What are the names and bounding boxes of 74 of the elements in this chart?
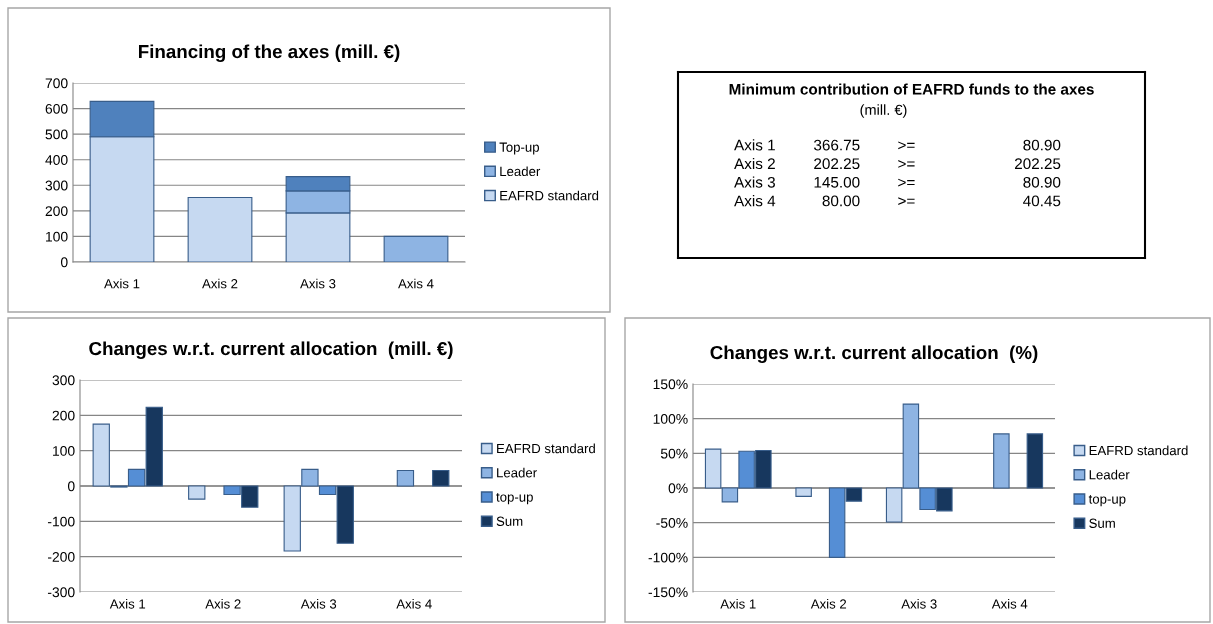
y-tick-label: 50%	[660, 448, 688, 459]
bar	[432, 469, 450, 487]
legend-label: EAFRD standard	[1089, 445, 1188, 456]
text: Axis 3	[734, 176, 775, 188]
x-tick-label: Axis 2	[810, 598, 847, 609]
y-tick-label: -100%	[648, 552, 688, 563]
chart-title: Financing of the axes (mill. €)	[138, 44, 400, 62]
legend-label: EAFRD standard	[500, 190, 599, 201]
y-tick-label: 200	[45, 206, 68, 217]
legend-label: Sum	[1089, 518, 1115, 528]
legend-label: Leader	[497, 467, 537, 478]
text: 80.90	[1023, 139, 1061, 151]
x-tick-label: Axis 4	[396, 598, 432, 609]
text: >=	[898, 141, 915, 150]
y-tick-label: 0	[67, 481, 75, 492]
y-tick-label: 400	[45, 155, 68, 165]
x-tick-label: Axis 3	[901, 598, 937, 609]
y-tick-label: -150%	[648, 587, 688, 598]
x-tick-label: Axis 1	[720, 598, 756, 609]
legend-label: top-up	[496, 493, 533, 505]
legend-label: Leader	[500, 166, 541, 177]
text: 40.45	[1023, 195, 1061, 207]
x-tick-label: Axis 2	[202, 278, 238, 289]
x-tick-label: Axis 2	[205, 598, 241, 609]
text: 145.00	[814, 176, 860, 188]
y-tick-label: 500	[45, 129, 68, 140]
legend-label: Leader	[1089, 469, 1130, 480]
y-tick-label: 0%	[668, 483, 688, 494]
x-tick-label: Axis 1	[104, 278, 140, 289]
bar	[383, 235, 449, 262]
text: 202.25	[814, 158, 860, 170]
text: 80.90	[1023, 176, 1061, 188]
y-tick-label: 0	[60, 257, 68, 268]
y-tick-label: -300	[47, 587, 75, 598]
text: (mill. €)	[860, 104, 907, 118]
legend-label: top-up	[1088, 495, 1126, 507]
y-tick-label: 150%	[653, 379, 688, 390]
bar	[187, 197, 253, 262]
x-tick-label: Axis 3	[300, 598, 337, 609]
y-tick-label: -100	[47, 516, 75, 527]
legend-label: Sum	[496, 516, 523, 526]
bar	[188, 485, 206, 500]
text: Axis 2	[734, 157, 775, 170]
bar	[795, 487, 812, 497]
x-tick-label: Axis 4	[991, 598, 1028, 609]
bar	[993, 433, 1010, 489]
x-tick-label: Axis 3	[300, 278, 336, 289]
y-tick-label: 200	[52, 410, 75, 421]
y-tick-label: 300	[52, 375, 75, 386]
y-tick-label: 100%	[653, 414, 688, 424]
text: 202.25	[1014, 158, 1061, 170]
chart-title: Changes w.r.t. current allocation (%)	[710, 345, 1038, 363]
text: 80.00	[822, 195, 860, 207]
y-tick-label: 300	[45, 180, 68, 191]
y-tick-label: 600	[45, 103, 68, 114]
y-tick-label: -200	[47, 552, 75, 562]
y-tick-label: -50%	[656, 518, 688, 528]
text: Axis 4	[734, 195, 776, 207]
x-tick-label: Axis 1	[109, 598, 146, 609]
bar	[396, 469, 415, 487]
y-tick-label: 700	[45, 78, 68, 89]
chart-title: Changes w.r.t. current allocation (mill. €)	[89, 341, 453, 359]
bar	[1026, 433, 1044, 489]
text: >=	[898, 178, 915, 187]
text: Minimum contribution of EAFRD funds to the axes	[729, 83, 1094, 95]
x-tick-label: Axis 4	[398, 278, 434, 289]
y-tick-label: 100	[46, 231, 68, 242]
y-tick-label: 100	[53, 446, 75, 456]
text: Axis 1	[734, 139, 775, 151]
text: >=	[898, 160, 915, 168]
legend-label: EAFRD standard	[497, 443, 595, 454]
legend-label: Top-up	[499, 142, 540, 155]
text: >=	[898, 197, 915, 205]
text: 366.75	[813, 139, 860, 151]
